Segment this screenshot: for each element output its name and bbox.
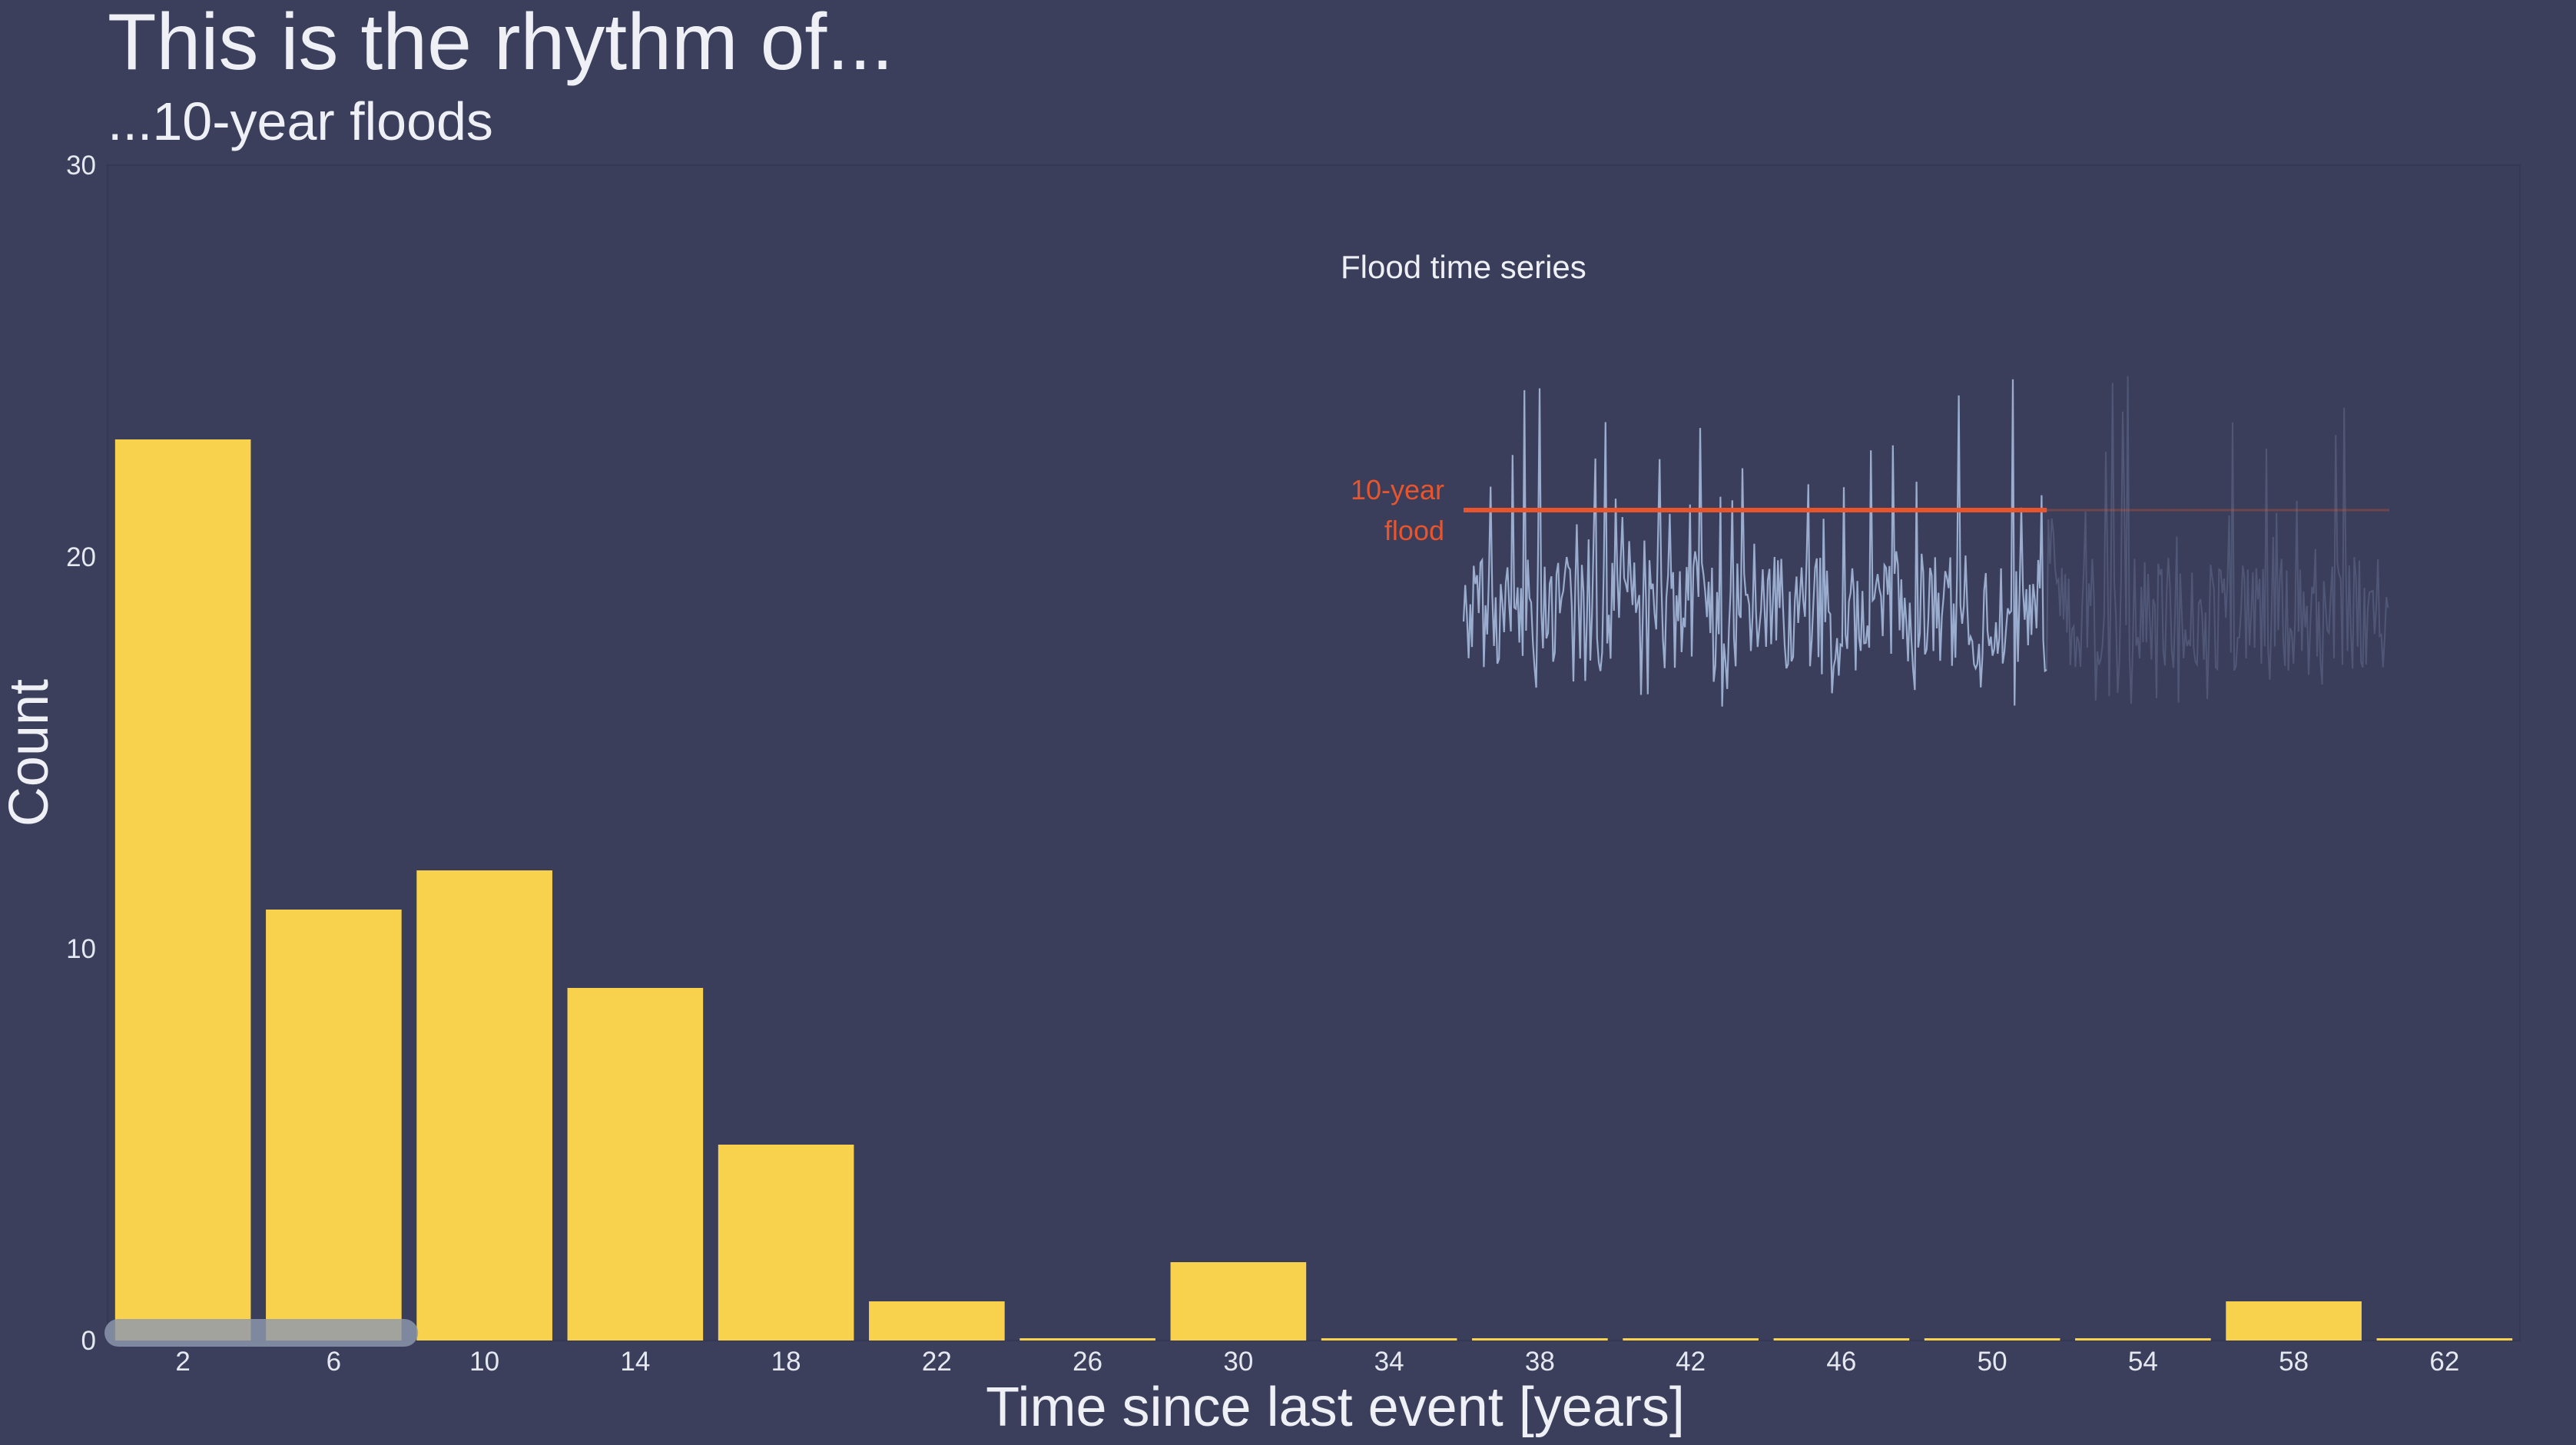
bar <box>718 1145 854 1341</box>
bar <box>266 910 402 1341</box>
x-tick-label: 38 <box>1525 1347 1555 1377</box>
x-axis-label: Time since last event [years] <box>986 1377 1685 1438</box>
threshold-label-line1: 10-year <box>1351 474 1444 505</box>
chart-title: This is the rhythm of... <box>108 0 893 87</box>
x-tick-label: 50 <box>1978 1347 2007 1377</box>
bar <box>1170 1262 1307 1341</box>
time-series-revealed-trace <box>1462 379 2047 707</box>
x-tick-label: 10 <box>469 1347 499 1377</box>
x-tick-label: 30 <box>1223 1347 1253 1377</box>
x-tick-label: 6 <box>327 1347 341 1377</box>
x-tick-label: 14 <box>620 1347 650 1377</box>
x-tick-label: 46 <box>1826 1347 1856 1377</box>
x-tick-label: 34 <box>1374 1347 1404 1377</box>
bar <box>1623 1338 1759 1341</box>
histogram-bars <box>114 439 2513 1341</box>
x-tick-label: 18 <box>771 1347 801 1377</box>
bar <box>567 988 704 1341</box>
playback-progress-bar[interactable] <box>104 1319 419 1347</box>
bar <box>1472 1338 1608 1341</box>
time-series-future-trace <box>2046 376 2389 704</box>
x-tick-label: 22 <box>922 1347 952 1377</box>
bar <box>1321 1338 1457 1341</box>
bar <box>416 870 552 1341</box>
y-axis-ticks: 0 10 20 30 <box>66 151 96 1356</box>
chart-subtitle: ...10-year floods <box>108 91 493 151</box>
y-tick-label: 30 <box>66 151 96 181</box>
inset-title: Flood time series <box>1341 249 1586 285</box>
x-tick-label: 54 <box>2128 1347 2158 1377</box>
x-axis-ticks: 2 6 10 14 18 22 26 30 34 38 42 46 50 54 58 62 <box>175 1347 2459 1377</box>
bar <box>2376 1338 2513 1341</box>
y-tick-label: 0 <box>81 1326 96 1356</box>
x-tick-label: 2 <box>175 1347 190 1377</box>
y-tick-label: 20 <box>66 542 96 572</box>
bar <box>1924 1338 2060 1341</box>
x-tick-label: 58 <box>2279 1347 2309 1377</box>
flood-time-series-inset: Flood time series 10-year flood <box>1341 249 2389 707</box>
x-tick-label: 26 <box>1073 1347 1102 1377</box>
y-axis-label: Count <box>0 679 60 827</box>
x-tick-label: 62 <box>2429 1347 2459 1377</box>
bar <box>869 1301 1005 1341</box>
bar <box>2075 1338 2211 1341</box>
bar <box>114 439 251 1341</box>
bar <box>2226 1301 2362 1341</box>
bar <box>1773 1338 1910 1341</box>
bar <box>1019 1338 1155 1341</box>
y-tick-label: 10 <box>66 934 96 964</box>
threshold-label-line2: flood <box>1384 515 1444 546</box>
x-tick-label: 42 <box>1676 1347 1706 1377</box>
